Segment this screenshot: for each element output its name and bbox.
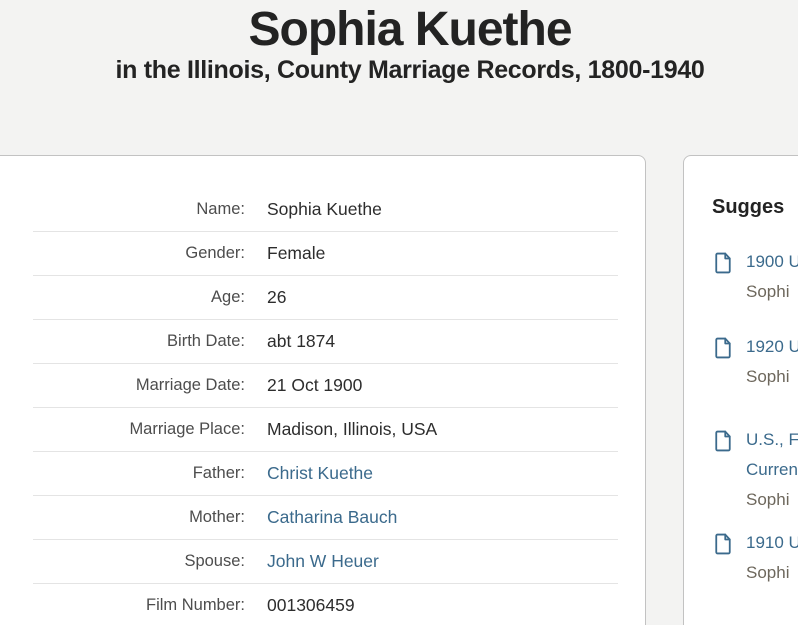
field-value-link[interactable]: Christ Kuethe [267,463,374,483]
field-label: Mother: [189,508,245,526]
field-label: Film Number: [145,596,245,614]
suggested-record-person: Sophi [746,282,790,301]
field-label: Name: [196,200,245,218]
field-value: Female [267,243,326,263]
suggested-record-item[interactable]: U.S., F Curren Sophi [712,425,798,515]
table-row: Gender: Female [33,232,618,276]
record-fields-table: Name: Sophia Kuethe Gender: Female Age: … [0,156,645,625]
suggested-record-item[interactable]: 1910 U Sophi [712,528,798,588]
suggested-record-text: U.S., F Curren Sophi [746,425,798,515]
table-row: Film Number: 001306459 [33,584,618,625]
field-value: Sophia Kuethe [267,199,382,219]
suggested-record-person: Sophi [746,563,790,582]
field-value-link[interactable]: John W Heuer [267,551,379,571]
suggested-record-person: Sophi [746,367,790,386]
suggested-record-link[interactable]: 1920 U [746,337,798,356]
suggested-record-text: 1920 U Sophi [746,332,798,392]
field-value: 26 [267,287,287,307]
suggested-record-text: 1910 U Sophi [746,528,798,588]
page-title: Sophia Kuethe [248,3,572,56]
suggested-record-link[interactable]: Curren [746,460,798,479]
table-row: Father: Christ Kuethe [33,452,618,496]
field-label: Spouse: [184,552,245,570]
document-icon[interactable] [714,533,732,555]
document-icon[interactable] [714,430,732,452]
suggested-records-title: Sugges [712,196,785,218]
document-icon[interactable] [714,337,732,359]
field-value: abt 1874 [267,331,336,351]
field-label: Gender: [185,244,245,262]
suggested-record-item[interactable]: 1900 U Sophi [712,247,798,307]
suggested-records-list: 1900 U Sophi 1920 U Sophi U.S., F Curren Sop… [712,247,798,588]
field-value-link[interactable]: Catharina Bauch [267,507,398,527]
table-row: Birth Date: abt 1874 [33,320,618,364]
table-row: Spouse: John W Heuer [33,540,618,584]
suggested-record-text: 1900 U Sophi [746,247,798,307]
suggested-records-card: Sugges 1900 U Sophi 1920 U Sophi U.S., F Cu… [683,155,798,625]
suggested-record-link[interactable]: 1900 U [746,252,798,271]
suggested-record-link[interactable]: 1910 U [746,533,798,552]
field-value: Madison, Illinois, USA [267,419,438,439]
table-row: Marriage Place: Madison, Illinois, USA [33,408,618,452]
table-row: Mother: Catharina Bauch [33,496,618,540]
record-header: Sophia Kuethe in the Illinois, County Ma… [0,0,798,85]
field-label: Marriage Date: [135,376,245,394]
page-subtitle: in the Illinois, County Marriage Records… [115,56,705,85]
suggested-record-item[interactable]: 1920 U Sophi [712,332,798,392]
suggested-record-person: Sophi [746,490,790,509]
suggested-record-link[interactable]: U.S., F [746,430,798,449]
table-row: Name: Sophia Kuethe [33,188,618,232]
record-card: Name: Sophia Kuethe Gender: Female Age: … [0,155,646,625]
table-row: Age: 26 [33,276,618,320]
field-label: Father: [192,464,245,482]
field-label: Marriage Place: [129,420,245,438]
field-label: Age: [211,288,245,306]
document-icon[interactable] [714,252,732,274]
field-value: 001306459 [267,595,355,615]
field-value: 21 Oct 1900 [267,375,363,395]
table-row: Marriage Date: 21 Oct 1900 [33,364,618,408]
field-label: Birth Date: [167,332,245,350]
